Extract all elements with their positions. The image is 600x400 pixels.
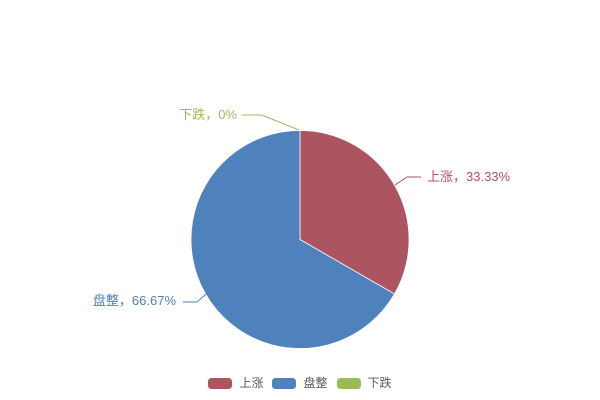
leader-line-fall bbox=[242, 114, 300, 131]
data-label-flat: 盘整，66.67% bbox=[92, 293, 176, 308]
pie-slice-rise[interactable] bbox=[299, 130, 410, 295]
data-label-rise: 上涨，33.33% bbox=[427, 169, 511, 184]
legend-label-rise: 上涨 bbox=[239, 376, 264, 390]
legend-swatch-rise bbox=[208, 378, 233, 389]
data-label-fall: 下跌，0% bbox=[179, 107, 237, 122]
legend-item-rise[interactable]: 上涨 bbox=[208, 376, 263, 391]
legend: 上涨 盘整 下跌 bbox=[0, 376, 600, 391]
legend-swatch-fall bbox=[336, 378, 361, 389]
pie-slices bbox=[190, 130, 410, 349]
leader-line-rise bbox=[394, 176, 421, 186]
leader-line-flat bbox=[183, 293, 207, 303]
legend-item-flat[interactable]: 盘整 bbox=[272, 376, 328, 391]
legend-label-fall: 下跌 bbox=[367, 376, 392, 390]
legend-item-fall[interactable]: 下跌 bbox=[336, 376, 392, 391]
legend-swatch-flat bbox=[272, 378, 297, 389]
legend-label-flat: 盘整 bbox=[303, 376, 328, 390]
